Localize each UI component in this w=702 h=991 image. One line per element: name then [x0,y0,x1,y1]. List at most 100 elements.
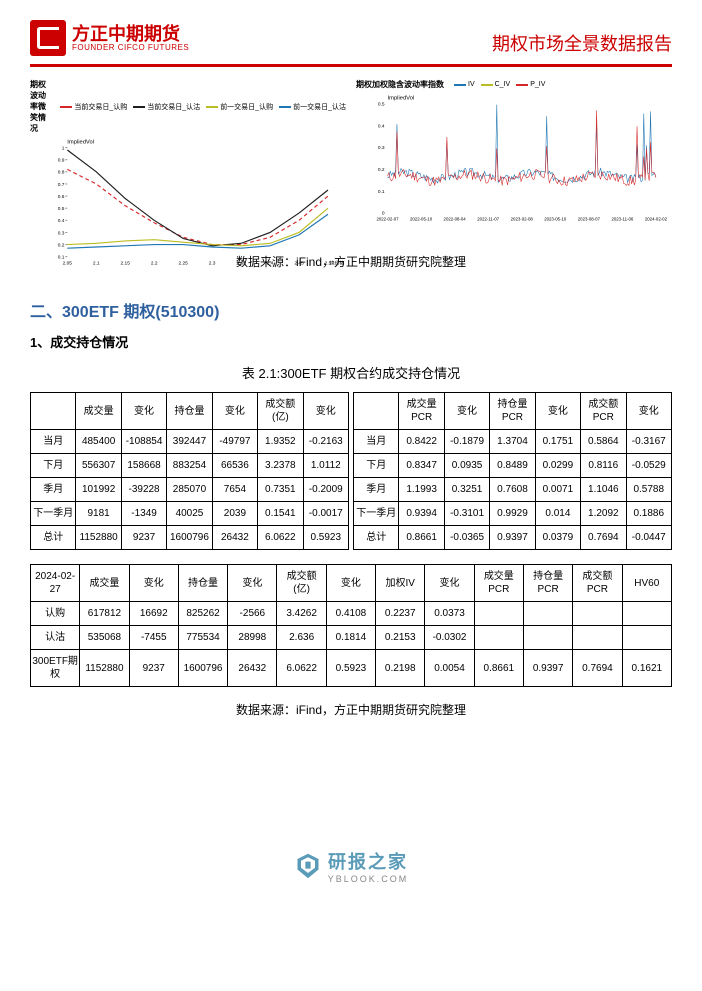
table-cell [573,602,622,626]
svg-text:0.3: 0.3 [58,230,65,236]
table-cell: -1349 [121,502,166,526]
table-cell: 2.636 [277,626,326,650]
table-cell: 9181 [76,502,121,526]
table-cell: 0.4108 [326,602,375,626]
table-cell: 1.0112 [303,454,348,478]
table-cell: 0.5864 [581,430,626,454]
svg-text:2022-08-04: 2022-08-04 [444,216,467,221]
table-cell: 0.2198 [376,650,425,687]
footer-brand-cn: 研报之家 [328,848,409,874]
table-header-cell: 成交量PCR [399,393,444,430]
table-header-cell [354,393,399,430]
table-cell: 0.7608 [490,478,535,502]
table-cell: -7455 [129,626,178,650]
chart-right-title: 期权加权隐含波动率指数 [356,79,444,90]
table-cell: 0.1621 [622,650,671,687]
table-cell: -0.0302 [425,626,474,650]
table-cell: 0.1751 [535,430,580,454]
table-row: 季月101992-3922828507076540.7351-0.2009 [31,478,349,502]
table-cell: 392447 [167,430,212,454]
svg-text:0.2: 0.2 [378,167,385,173]
legend-item: P_IV [516,81,545,88]
table-row: 总计0.8661-0.03650.93970.03790.7694-0.0447 [354,526,672,550]
svg-text:2.05: 2.05 [63,260,73,266]
table-header-cell: 成交额(亿) [258,393,303,430]
table-cell: 6.0622 [258,526,303,550]
table-cell: 1152880 [80,650,129,687]
table-cell: -0.1879 [444,430,489,454]
table-cell [523,626,572,650]
svg-text:0.4: 0.4 [58,218,65,224]
table-cell: 0.3251 [444,478,489,502]
table-row: 认购61781216692825262-25663.42620.41080.22… [31,602,672,626]
table-cell: -49797 [212,430,257,454]
chart-right-svg: 00.10.20.30.40.5ImpliedVol2022-02-072022… [356,92,672,232]
table-cell: 0.0379 [535,526,580,550]
table-cell: 0.2153 [376,626,425,650]
table-cell: 0.014 [535,502,580,526]
table-row: 下一季月0.9394-0.31010.99290.0141.20920.1886 [354,502,672,526]
svg-text:0.8: 0.8 [58,170,65,176]
table-cell: 3.4262 [277,602,326,626]
table-cell [474,626,523,650]
table-header-cell: 变化 [303,393,348,430]
table-cell: -0.3101 [444,502,489,526]
table-cell: 0.9394 [399,502,444,526]
table-cell: 0.0935 [444,454,489,478]
table-cell: 26432 [212,526,257,550]
table-header-cell: 变化 [129,565,178,602]
table-cell: 0.0299 [535,454,580,478]
table-cell: 0.7694 [573,650,622,687]
svg-text:0.1: 0.1 [378,189,385,195]
svg-text:0.5: 0.5 [378,102,385,108]
svg-text:2022-02-07: 2022-02-07 [376,216,399,221]
table-header-cell: 变化 [326,565,375,602]
svg-text:ImpliedVol: ImpliedVol [67,140,94,146]
table-header-cell: 变化 [444,393,489,430]
table-header-cell [31,393,76,430]
table-header-cell: 变化 [626,393,671,430]
table-cell: 0.5788 [626,478,671,502]
svg-text:2023-11-06: 2023-11-06 [611,216,633,221]
table-cell [573,626,622,650]
table-cell: -39228 [121,478,166,502]
table-cell: 季月 [31,478,76,502]
weighted-iv-chart: 期权加权隐含波动率指数 IVC_IVP_IV 00.10.20.30.40.5I… [356,79,672,239]
table-cell: 535068 [80,626,129,650]
table-cell: 1600796 [178,650,227,687]
table-cell: -0.0017 [303,502,348,526]
legend-item: 前一交易日_认购 [206,102,273,112]
svg-text:2.45: 2.45 [294,260,304,266]
table-cell: 下一季月 [354,502,399,526]
table-cell: 当月 [31,430,76,454]
table-row: 季月1.19930.32510.76080.00711.10460.5788 [354,478,672,502]
table-cell: 0.7351 [258,478,303,502]
company-logo: 方正中期期货 FOUNDER CIFCO FUTURES [30,20,189,56]
legend-item: 前一交易日_认沽 [279,102,346,112]
volatility-smile-chart: 期权波动率微笑情况 当前交易日_认购当前交易日_认沽前一交易日_认购前一交易日_… [30,79,346,239]
table-cell: 6.0622 [277,650,326,687]
table-cell: 158668 [121,454,166,478]
svg-text:0.1: 0.1 [58,255,65,261]
table-cell: 总计 [31,526,76,550]
table-cell: 825262 [178,602,227,626]
table-2-1-right: 成交量PCR变化持仓量PCR变化成交额PCR变化当月0.8422-0.18791… [353,392,672,550]
table-cell: 0.9397 [523,650,572,687]
svg-text:0.6: 0.6 [58,194,65,200]
svg-text:2.3: 2.3 [209,260,216,266]
table-cell: 下月 [354,454,399,478]
table-header-cell: 变化 [212,393,257,430]
table-cell: 0.0054 [425,650,474,687]
table-cell: 0.8661 [474,650,523,687]
svg-text:ImpliedVol: ImpliedVol [388,96,415,102]
report-title: 期权市场全景数据报告 [492,30,672,56]
table-cell: 883254 [167,454,212,478]
table-cell: 28998 [228,626,277,650]
table-cell: -0.0529 [626,454,671,478]
footer-brand-en: YBLOOK.COM [328,874,409,884]
table-row: 当月485400-108854392447-497971.9352-0.2163 [31,430,349,454]
table-cell: 0.2237 [376,602,425,626]
table-cell: 0.1886 [626,502,671,526]
table-cell: 0.0071 [535,478,580,502]
table-row: 下一季月9181-13494002520390.1541-0.0017 [31,502,349,526]
